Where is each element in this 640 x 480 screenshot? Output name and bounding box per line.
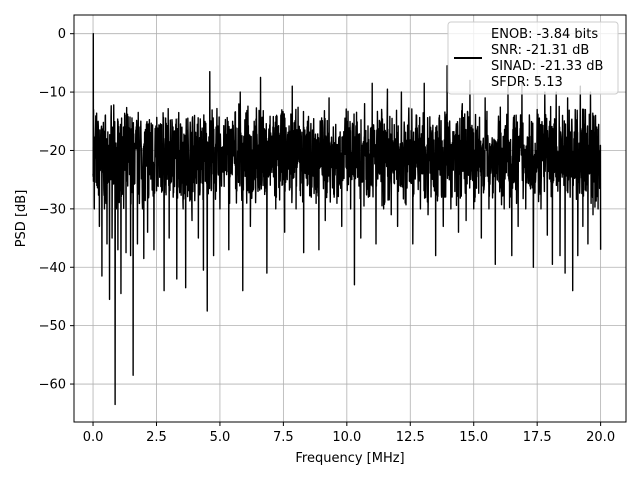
y-axis-ticks: 0 −10 −20 −30 −40 −50 −60 bbox=[39, 27, 74, 393]
y-axis-label: PSD [dB] bbox=[14, 190, 29, 248]
x-tick-label: 15.0 bbox=[459, 430, 488, 445]
legend: ENOB: -3.84 bits SNR: -21.31 dB SINAD: -… bbox=[447, 21, 619, 95]
y-tick-label: −40 bbox=[39, 261, 66, 276]
legend-box bbox=[447, 21, 619, 95]
legend-enob: ENOB: -3.84 bits bbox=[491, 27, 598, 42]
legend-sinad: SINAD: -21.33 dB bbox=[491, 59, 603, 74]
y-tick-label: −30 bbox=[39, 202, 66, 217]
x-tick-label: 12.5 bbox=[396, 430, 425, 445]
x-tick-label: 10.0 bbox=[332, 430, 361, 445]
psd-series-line bbox=[92, 32, 602, 406]
series-layer bbox=[92, 32, 602, 406]
x-tick-label: 2.5 bbox=[146, 430, 167, 445]
y-tick-label: −50 bbox=[39, 319, 66, 334]
x-axis-label: Frequency [MHz] bbox=[295, 451, 404, 466]
x-axis-ticks: 0.0 2.5 5.0 7.5 10.0 12.5 15.0 17.5 20.0 bbox=[83, 422, 615, 445]
x-tick-label: 20.0 bbox=[586, 430, 615, 445]
x-tick-label: 17.5 bbox=[523, 430, 552, 445]
y-tick-label: −60 bbox=[39, 378, 66, 393]
y-tick-label: −10 bbox=[39, 86, 66, 101]
legend-sfdr: SFDR: 5.13 bbox=[491, 75, 563, 90]
x-tick-label: 0.0 bbox=[83, 430, 104, 445]
legend-snr: SNR: -21.31 dB bbox=[491, 43, 589, 58]
x-tick-label: 5.0 bbox=[210, 430, 231, 445]
plot-frame bbox=[73, 14, 627, 423]
y-tick-label: −20 bbox=[39, 144, 66, 159]
y-tick-label: 0 bbox=[58, 27, 66, 42]
x-tick-label: 7.5 bbox=[273, 430, 294, 445]
